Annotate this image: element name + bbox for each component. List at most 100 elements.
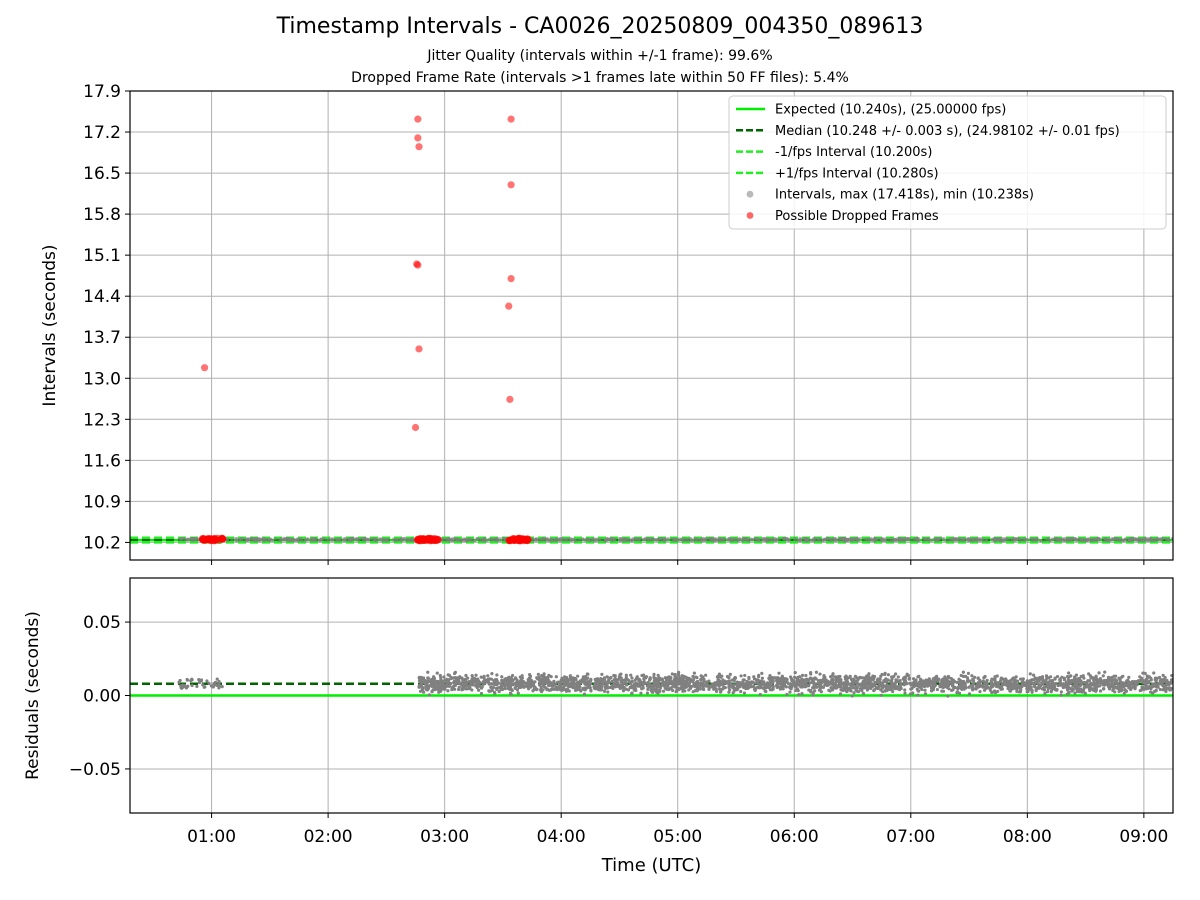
residual-point	[798, 675, 802, 679]
residual-point	[513, 676, 518, 680]
residual-point	[495, 673, 499, 677]
residual-point	[670, 672, 674, 676]
residual-point	[856, 677, 860, 681]
residual-point	[845, 689, 849, 694]
residual-point	[675, 678, 679, 682]
residual-point	[527, 679, 531, 683]
interval-point	[845, 539, 849, 543]
residual-point	[993, 691, 998, 695]
x-tick-label: 01:00	[187, 827, 236, 847]
residual-point	[673, 675, 677, 679]
interval-point	[380, 538, 385, 542]
dropped-frame-point	[219, 535, 227, 543]
residual-point	[478, 681, 482, 685]
residual-point	[903, 676, 907, 681]
residual-point	[1093, 688, 1097, 692]
interval-point	[349, 538, 353, 542]
residual-point	[811, 693, 815, 697]
interval-point	[449, 537, 453, 542]
residual-point	[205, 679, 209, 683]
residual-point	[552, 687, 557, 691]
residual-point	[752, 687, 757, 691]
residual-point	[588, 679, 593, 683]
residual-point	[903, 688, 907, 692]
interval-point	[1129, 537, 1134, 541]
residual-point	[694, 675, 698, 679]
residual-point	[1143, 686, 1147, 690]
residual-point	[886, 673, 891, 677]
residual-point	[1145, 674, 1149, 678]
residual-point	[845, 683, 849, 687]
residual-point	[1039, 677, 1043, 681]
residual-point	[985, 682, 989, 687]
residual-point	[520, 674, 524, 678]
residual-point	[766, 683, 770, 687]
residual-point	[897, 688, 902, 692]
interval-point	[443, 537, 447, 541]
residual-point	[458, 675, 462, 679]
residual-point	[555, 685, 560, 689]
legend-label: Median (10.248 +/- 0.003 s), (24.98102 +…	[775, 124, 1120, 139]
interval-point	[343, 538, 347, 542]
residual-point	[500, 680, 504, 684]
residual-point	[604, 686, 608, 691]
residual-point	[531, 681, 535, 686]
residual-point	[1116, 686, 1120, 690]
interval-point	[772, 538, 777, 543]
interval-point	[321, 537, 325, 541]
residual-point	[469, 679, 473, 683]
residual-point	[418, 689, 423, 693]
interval-point	[906, 536, 911, 541]
residual-point	[983, 674, 987, 679]
residual-point	[1125, 679, 1129, 683]
residual-point	[627, 679, 631, 683]
interval-point	[482, 539, 487, 543]
dropped-frame-point	[419, 536, 428, 544]
residual-point	[1106, 684, 1110, 688]
interval-point	[247, 537, 251, 541]
residual-point	[978, 683, 982, 687]
interval-point	[826, 538, 830, 542]
interval-point	[1124, 538, 1128, 542]
interval-point	[396, 538, 400, 542]
interval-point	[493, 537, 497, 541]
residual-point	[785, 692, 789, 697]
interval-point	[757, 538, 761, 542]
residual-point	[804, 685, 808, 689]
residual-point	[561, 678, 565, 683]
residual-point	[787, 682, 791, 686]
interval-point	[1153, 537, 1157, 541]
residual-point	[613, 674, 617, 678]
residual-point	[476, 677, 480, 681]
residual-point	[1149, 678, 1153, 682]
residual-point	[577, 682, 581, 686]
interval-point	[583, 539, 588, 543]
interval-point	[896, 538, 900, 542]
interval-point	[995, 537, 999, 541]
residual-point	[539, 685, 543, 690]
residual-point	[503, 682, 507, 687]
interval-point	[985, 538, 989, 542]
residual-point	[1049, 686, 1053, 690]
residual-point	[635, 675, 639, 679]
interval-point	[346, 537, 350, 541]
interval-point	[1015, 536, 1020, 541]
residual-point	[1073, 691, 1077, 695]
residual-point	[813, 689, 817, 693]
residual-point	[692, 682, 696, 686]
residual-point	[876, 677, 880, 681]
residual-point	[445, 678, 449, 682]
residual-point	[661, 689, 666, 693]
residual-point	[994, 684, 998, 688]
interval-point	[747, 539, 751, 543]
bottom-y-tick-label: 0.05	[83, 613, 121, 633]
residual-point	[934, 674, 939, 678]
interval-point	[638, 539, 642, 543]
interval-point	[329, 538, 334, 542]
interval-point	[696, 538, 700, 542]
residual-point	[716, 681, 720, 685]
residual-point	[1042, 688, 1047, 692]
x-tick-label: 04:00	[537, 827, 586, 847]
residual-point	[741, 685, 746, 690]
residual-point	[1032, 683, 1037, 687]
